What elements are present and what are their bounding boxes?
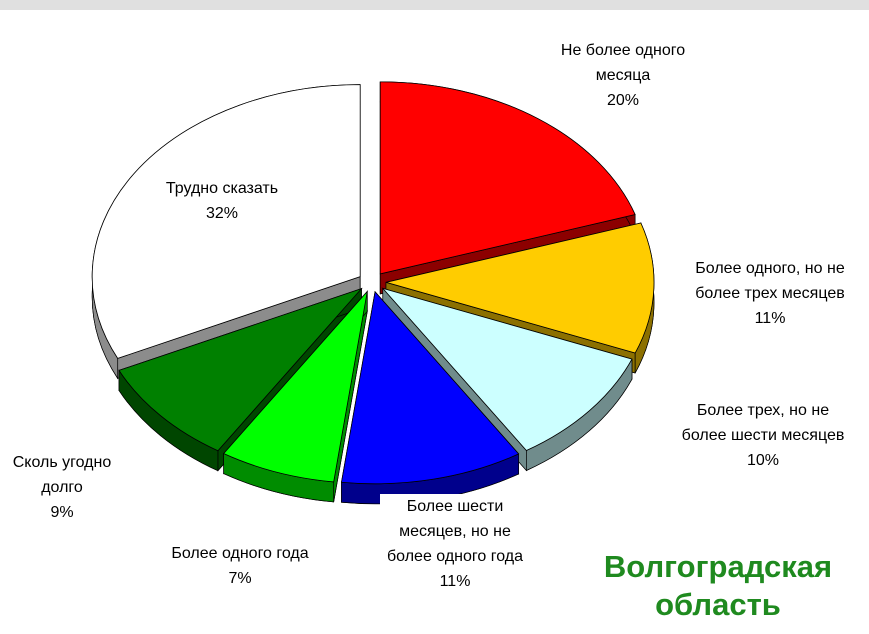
slice-label: Не более одного месяца 20% [533, 38, 713, 113]
slice [91, 84, 361, 359]
slice-label: Сколь угодно долго 9% [0, 450, 132, 525]
value-label: 32% [205, 205, 239, 222]
slice [222, 290, 368, 483]
top-bar [0, 0, 869, 10]
slice [381, 287, 633, 451]
category-label: Более одного года [171, 545, 309, 562]
value-label: 20% [606, 92, 640, 109]
slice [379, 81, 636, 275]
value-label: 11% [754, 310, 786, 327]
value-label: 11% [439, 573, 471, 590]
slice-label: Более шести месяцев, но не более одного … [380, 494, 530, 594]
category-label: Не более одного месяца [560, 42, 686, 84]
slice-label: Более одного года 7% [165, 541, 315, 591]
slice [385, 222, 655, 354]
category-label: Более одного, но не более трех месяцев [695, 260, 845, 302]
value-label: 10% [746, 452, 780, 469]
slice [340, 290, 520, 485]
category-label: Более трех, но не более шести месяцев [681, 402, 845, 444]
category-label: Сколь угодно долго [12, 454, 112, 496]
slice-label: Более трех, но не более шести месяцев 10% [678, 398, 848, 473]
annotation: Волгоградская область [603, 549, 833, 622]
category-label: Более шести месяцев, но не более одного … [387, 498, 523, 565]
value-label: 7% [228, 570, 252, 587]
slice [118, 287, 363, 452]
slice-label: Трудно сказать 32% [122, 176, 322, 226]
value-label: 9% [50, 504, 74, 521]
slice-label: Более одного, но не более трех месяцев 11… [685, 256, 855, 331]
category-label: Трудно сказать [165, 180, 279, 197]
